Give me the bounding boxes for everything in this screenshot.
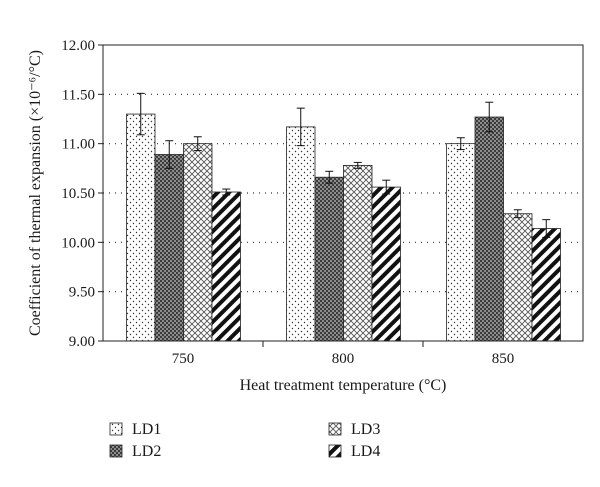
- bar-ld2-750: [154, 154, 184, 342]
- y-tick-label: 11.50: [62, 87, 95, 103]
- bar-ld4-750: [211, 191, 241, 342]
- y-tick-label: 10.00: [61, 235, 95, 251]
- bar-ld3-850: [503, 213, 533, 342]
- bar-ld2-800: [314, 176, 344, 342]
- x-tick-label: 800: [332, 351, 355, 367]
- bar-ld3-750: [183, 143, 213, 342]
- legend-swatch-ld2: [109, 444, 123, 458]
- bar-ld4-850: [531, 228, 561, 342]
- legend-swatch-ld4: [328, 444, 342, 458]
- y-tick-label: 9.50: [69, 285, 95, 301]
- legend-label-ld4: LD4: [351, 443, 380, 460]
- x-tick-label: 850: [492, 351, 515, 367]
- bar-ld1-750: [126, 113, 156, 342]
- bar-ld1-850: [446, 143, 476, 342]
- y-axis: 9.00 9.50 10.00 10.50 11.00 11.50 12.00: [61, 38, 103, 350]
- y-tick-label: 12.00: [61, 38, 95, 54]
- bar-ld3-800: [343, 164, 373, 342]
- y-tick-label: 10.50: [61, 186, 95, 202]
- x-axis: 750 800 850: [172, 341, 515, 367]
- legend: LD1 LD2 LD3 LD4: [109, 421, 380, 460]
- bars: [126, 113, 561, 342]
- legend-swatch-ld3: [328, 422, 342, 436]
- x-axis-title: Heat treatment temperature (°C): [240, 377, 447, 394]
- y-axis-title: Coefficient of thermal expansion (×10⁻⁶/…: [27, 50, 44, 336]
- bar-ld2-850: [474, 116, 504, 342]
- bar-ld1-800: [286, 126, 316, 342]
- legend-swatch-ld1: [109, 422, 123, 436]
- legend-label-ld3: LD3: [351, 421, 380, 438]
- legend-label-ld1: LD1: [132, 421, 161, 438]
- legend-label-ld2: LD2: [132, 443, 161, 460]
- y-tick-label: 9.00: [69, 334, 95, 350]
- bar-ld4-800: [371, 186, 401, 342]
- y-tick-label: 11.00: [62, 137, 95, 153]
- x-tick-label: 750: [172, 351, 195, 367]
- error-bars: [136, 92, 551, 238]
